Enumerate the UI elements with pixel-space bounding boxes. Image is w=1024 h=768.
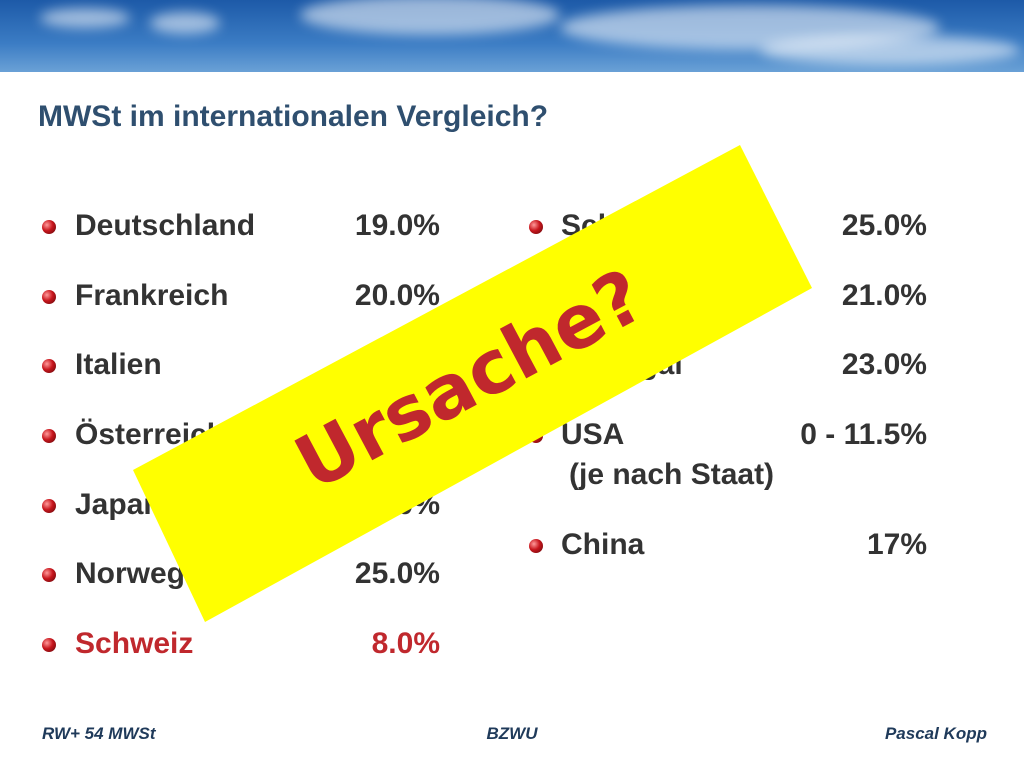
cloud <box>40 8 130 28</box>
item-label: China <box>561 528 645 561</box>
item-value: 19.0% <box>354 209 440 242</box>
sky-banner <box>0 0 1024 72</box>
item-label: Deutschland <box>75 209 256 242</box>
item-label: Italien <box>75 348 162 381</box>
footer-right: Pascal Kopp <box>884 724 987 743</box>
bullet <box>42 220 56 234</box>
bullet <box>42 638 56 652</box>
bullet <box>42 290 56 304</box>
item-label: Frankreich <box>75 279 229 312</box>
bullet <box>42 568 56 582</box>
item-value: 0 - 11.5% <box>800 418 927 451</box>
footer-center: BZWU <box>486 724 538 743</box>
bullet <box>529 539 543 553</box>
bullet <box>42 359 56 373</box>
item-value: 21.0% <box>841 279 927 312</box>
item-value: 20.0% <box>354 279 440 312</box>
cloud <box>150 12 220 34</box>
item-label: Schweiz <box>75 627 194 660</box>
item-label: USA <box>561 418 625 451</box>
item-value: 25.0% <box>354 557 440 590</box>
item-value: 25.0% <box>841 209 927 242</box>
bullet <box>42 499 56 513</box>
cloud <box>300 0 560 35</box>
bullet <box>42 429 56 443</box>
cloud <box>760 35 1020 65</box>
item-note: (je nach Staat) <box>569 458 775 491</box>
item-value: 8.0% <box>371 627 440 660</box>
bullet <box>529 220 543 234</box>
item-value: 17% <box>866 528 927 561</box>
yellow-box <box>133 145 812 622</box>
footer-left: RW+ 54 MWSt <box>42 724 156 743</box>
slide-title: MWSt im internationalen Vergleich? <box>38 100 549 133</box>
item-value: 23.0% <box>841 348 927 381</box>
